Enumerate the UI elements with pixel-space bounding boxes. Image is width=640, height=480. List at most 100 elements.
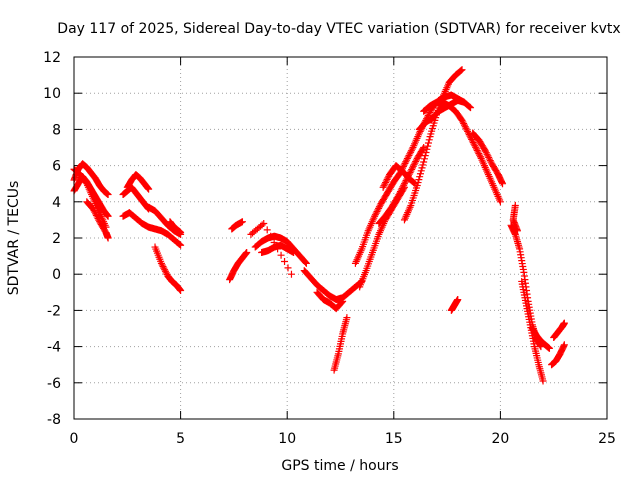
data-point — [464, 127, 472, 135]
data-point — [418, 164, 426, 172]
data-point — [460, 121, 468, 129]
data-point — [379, 183, 387, 191]
y-tick-label: -4 — [47, 340, 61, 356]
data-point — [396, 188, 404, 196]
y-tick-label: 10 — [43, 86, 61, 102]
data-point — [158, 261, 166, 269]
data-point — [401, 178, 409, 186]
data-point — [485, 153, 493, 161]
x-tick-label: 15 — [385, 431, 403, 447]
data-point — [462, 124, 470, 132]
data-point — [486, 157, 494, 165]
data-point — [467, 134, 475, 142]
data-point — [414, 179, 422, 187]
data-point — [260, 220, 268, 228]
data-point — [175, 240, 183, 248]
data-point — [560, 341, 568, 349]
chart-title: Day 117 of 2025, Sidereal Day-to-day VTE… — [57, 21, 620, 37]
data-point — [395, 191, 403, 199]
series-arc-07 — [119, 209, 185, 249]
series-arc-28 — [507, 221, 545, 351]
data-point — [93, 213, 101, 221]
plot-frame — [73, 56, 608, 420]
data-point — [470, 140, 478, 148]
series-arc-25 — [420, 98, 504, 206]
data-point — [380, 182, 388, 190]
data-point — [145, 185, 153, 193]
data-point — [91, 208, 99, 216]
data-point — [421, 152, 429, 160]
data-point — [467, 104, 475, 112]
data-point — [302, 259, 310, 267]
data-point — [398, 184, 406, 192]
data-point — [374, 206, 382, 214]
series-arc-18 — [330, 314, 351, 374]
data-point — [416, 170, 424, 178]
data-point — [487, 158, 495, 166]
data-point — [406, 150, 414, 158]
data-point — [162, 269, 170, 277]
data-point — [483, 150, 491, 158]
data-point — [281, 258, 289, 266]
data-point — [104, 234, 112, 242]
data-point — [413, 182, 421, 190]
data-point — [459, 118, 467, 126]
data-point — [401, 159, 409, 167]
data-point — [481, 147, 489, 155]
data-point — [400, 161, 408, 169]
y-tick-label: 12 — [43, 50, 61, 66]
series-arc-13 — [251, 232, 310, 267]
data-point — [343, 314, 351, 322]
data-point — [513, 227, 521, 235]
data-point — [460, 120, 468, 128]
data-point — [425, 110, 433, 118]
data-point — [82, 179, 90, 187]
data-point — [424, 142, 432, 150]
data-point — [403, 156, 411, 164]
data-point — [277, 251, 285, 259]
data-point — [371, 212, 379, 220]
data-point — [499, 180, 507, 188]
series-arc-04 — [83, 198, 112, 242]
data-point — [496, 198, 504, 206]
data-point — [407, 167, 415, 175]
data-point — [161, 266, 169, 274]
data-point — [465, 102, 473, 110]
data-point — [457, 66, 465, 74]
data-point — [469, 139, 477, 147]
data-point — [406, 169, 414, 177]
data-point — [482, 149, 490, 157]
data-point — [94, 215, 102, 223]
series-arc-16 — [300, 267, 366, 304]
data-point — [92, 210, 100, 218]
data-point — [468, 135, 476, 143]
series-arc-01 — [70, 160, 112, 199]
data-point — [339, 297, 347, 305]
data-point — [104, 212, 112, 220]
data-point — [274, 245, 282, 253]
data-point — [397, 186, 405, 194]
data-point — [485, 155, 493, 163]
y-tick-label: -8 — [47, 412, 61, 428]
data-point — [424, 139, 432, 147]
data-point — [419, 161, 427, 169]
data-point — [471, 142, 479, 150]
data-point — [267, 232, 275, 240]
data-point — [381, 180, 389, 188]
data-point — [415, 176, 423, 184]
series-arc-15 — [247, 220, 295, 278]
series-arc-12 — [228, 218, 246, 233]
data-point — [400, 180, 408, 188]
data-point — [484, 152, 492, 160]
series-arc-22 — [379, 162, 419, 191]
x-tick-label: 5 — [176, 431, 185, 447]
series-arc-33 — [550, 319, 568, 342]
data-point — [243, 248, 251, 256]
data-point — [90, 207, 98, 215]
y-tick-label: 4 — [52, 195, 61, 211]
data-point — [407, 147, 415, 155]
series-arc-14 — [258, 241, 298, 256]
data-point — [408, 164, 416, 172]
data-point — [407, 148, 415, 156]
